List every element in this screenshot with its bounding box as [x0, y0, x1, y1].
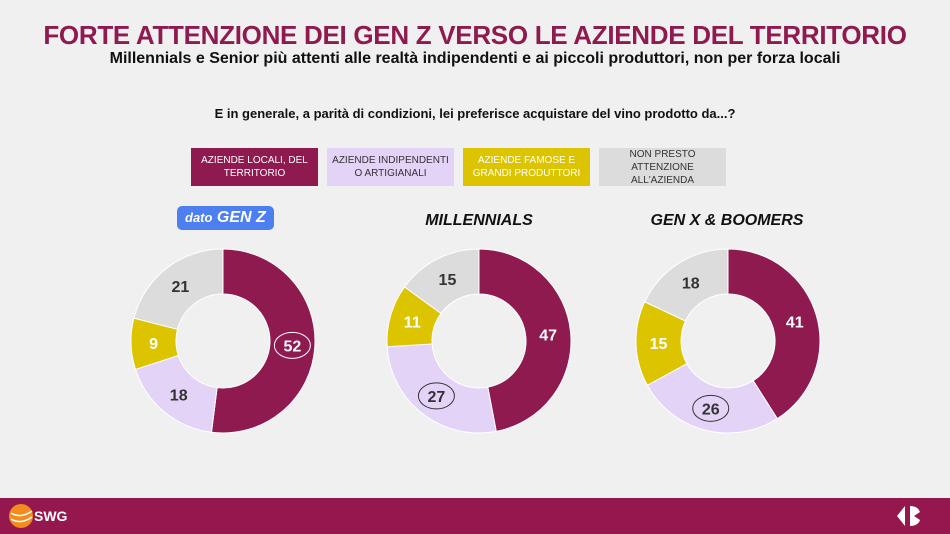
data-label: 27 [428, 389, 446, 406]
question-text: E in generale, a parità di condizioni, l… [214, 106, 736, 121]
swg-logo-icon [9, 504, 33, 528]
genz-badge-prefix: dato [185, 210, 213, 225]
data-label: 41 [786, 315, 804, 332]
data-label: 18 [170, 388, 188, 405]
page-title: FORTE ATTENZIONE DEI GEN Z VERSO LE AZIE… [43, 20, 907, 50]
donut-slice [727, 248, 821, 420]
data-label: 21 [172, 279, 190, 296]
legend-item-famous: AZIENDE FAMOSE E GRANDI PRODUTTORI [463, 148, 590, 186]
highlight-circle [417, 382, 455, 410]
donut-slice [403, 248, 480, 315]
donut-slice [646, 362, 778, 434]
legend-item-independent: AZIENDE INDIPENDENTI O ARTIGIANALI [327, 148, 454, 186]
data-label: 15 [439, 272, 457, 289]
genz-title: GEN Z [216, 209, 266, 226]
data-label: 15 [650, 336, 668, 353]
legend: AZIENDE LOCALI, DEL TERRITORIO AZIENDE I… [191, 148, 726, 186]
genx-boomers-title: GEN X & BOOMERS [650, 212, 804, 229]
carrefour-logo-icon [897, 506, 920, 526]
brand-name: SWG [34, 508, 68, 524]
highlight-circle [273, 331, 311, 359]
donut-slice [644, 248, 729, 322]
genz-badge: dato GEN Z [177, 206, 274, 230]
data-label: 47 [539, 327, 557, 344]
donut-slice [133, 248, 224, 330]
highlight-circle [692, 394, 730, 422]
page-subtitle: Millennials e Senior più attenti alle re… [109, 50, 841, 67]
legend-item-local: AZIENDE LOCALI, DEL TERRITORIO [191, 148, 318, 186]
donut-slice [386, 343, 497, 434]
data-label: 9 [149, 336, 158, 353]
donut-slice [478, 248, 572, 432]
data-label: 26 [702, 401, 720, 418]
footer: SWG [0, 498, 950, 534]
legend-item-none: NON PRESTO ATTENZIONE ALL'AZIENDA [599, 148, 726, 186]
millennials-title: MILLENNIALS [425, 212, 533, 229]
data-label: 52 [283, 338, 301, 355]
data-label: 11 [404, 315, 421, 332]
donut-slice [210, 248, 316, 434]
data-label: 18 [682, 275, 700, 292]
